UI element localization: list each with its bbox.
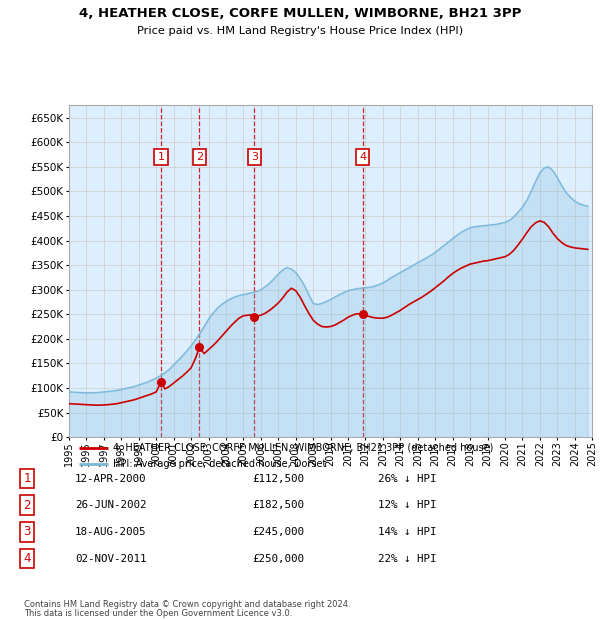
Text: 12-APR-2000: 12-APR-2000 xyxy=(75,474,146,484)
Text: 3: 3 xyxy=(251,152,258,162)
Text: £245,000: £245,000 xyxy=(252,527,304,537)
Text: Contains HM Land Registry data © Crown copyright and database right 2024.: Contains HM Land Registry data © Crown c… xyxy=(24,600,350,609)
Text: 22% ↓ HPI: 22% ↓ HPI xyxy=(378,554,437,564)
Text: 4, HEATHER CLOSE, CORFE MULLEN, WIMBORNE, BH21 3PP (detached house): 4, HEATHER CLOSE, CORFE MULLEN, WIMBORNE… xyxy=(113,443,494,453)
Text: 3: 3 xyxy=(23,526,31,538)
Text: 02-NOV-2011: 02-NOV-2011 xyxy=(75,554,146,564)
Text: 14% ↓ HPI: 14% ↓ HPI xyxy=(378,527,437,537)
Text: 4, HEATHER CLOSE, CORFE MULLEN, WIMBORNE, BH21 3PP: 4, HEATHER CLOSE, CORFE MULLEN, WIMBORNE… xyxy=(79,7,521,20)
Text: 4: 4 xyxy=(359,152,366,162)
Text: This data is licensed under the Open Government Licence v3.0.: This data is licensed under the Open Gov… xyxy=(24,608,292,618)
Text: 1: 1 xyxy=(158,152,164,162)
Text: 2: 2 xyxy=(196,152,203,162)
Text: 2: 2 xyxy=(23,499,31,511)
Text: 26-JUN-2002: 26-JUN-2002 xyxy=(75,500,146,510)
Text: £112,500: £112,500 xyxy=(252,474,304,484)
Text: 18-AUG-2005: 18-AUG-2005 xyxy=(75,527,146,537)
Text: 26% ↓ HPI: 26% ↓ HPI xyxy=(378,474,437,484)
Text: £250,000: £250,000 xyxy=(252,554,304,564)
Text: 1: 1 xyxy=(23,472,31,485)
Text: Price paid vs. HM Land Registry's House Price Index (HPI): Price paid vs. HM Land Registry's House … xyxy=(137,26,463,36)
Text: HPI: Average price, detached house, Dorset: HPI: Average price, detached house, Dors… xyxy=(113,459,327,469)
Text: 4: 4 xyxy=(23,552,31,565)
Text: 12% ↓ HPI: 12% ↓ HPI xyxy=(378,500,437,510)
Text: £182,500: £182,500 xyxy=(252,500,304,510)
